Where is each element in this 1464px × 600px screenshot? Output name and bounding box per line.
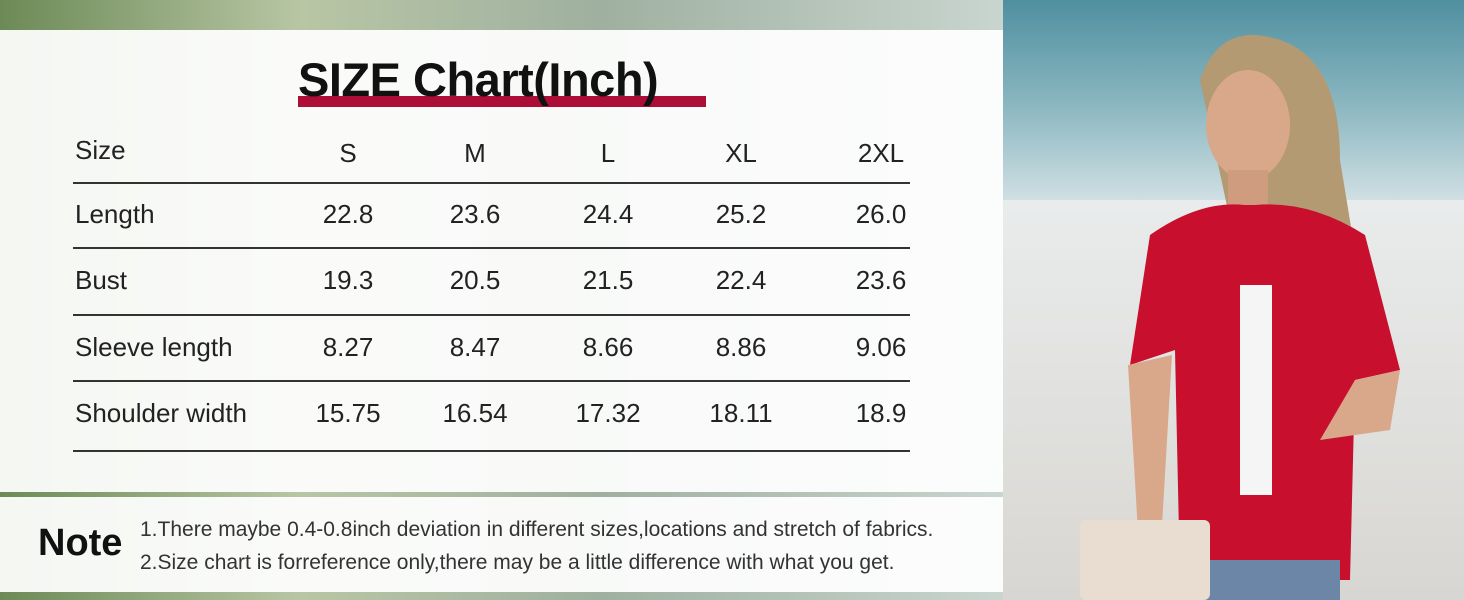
jeans [1200, 560, 1340, 600]
header-2xl: 2XL [857, 138, 905, 168]
table-cell: 17.32 [575, 398, 641, 428]
row-label: Shoulder width [75, 398, 247, 428]
clutch [1080, 520, 1210, 600]
table-cell: 15.75 [315, 398, 381, 428]
arm-left [1128, 355, 1172, 565]
model-photo [1080, 35, 1400, 600]
table-cell: 8.86 [715, 332, 767, 362]
note-panel [0, 497, 1003, 592]
table-cell: 23.6 [855, 265, 907, 295]
table-cell: 22.8 [322, 199, 374, 229]
table-cell: 22.4 [715, 265, 767, 295]
table-cell: 25.2 [715, 199, 767, 229]
table-cell: 8.47 [449, 332, 501, 362]
title-underline [298, 96, 706, 107]
table-cell: 8.66 [582, 332, 634, 362]
row-divider [73, 247, 910, 249]
table-cell: 20.5 [449, 265, 501, 295]
arm-right [1320, 370, 1400, 440]
row-label: Bust [75, 265, 128, 295]
row-divider [73, 314, 910, 316]
header-s: S [339, 138, 357, 168]
table-cell: 23.6 [449, 199, 501, 229]
header-m: M [464, 138, 486, 168]
size-chart-panel [0, 30, 1003, 492]
row-divider [73, 380, 910, 382]
table-cell: 18.9 [855, 398, 907, 428]
table-cell: 16.54 [442, 398, 508, 428]
table-cell: 19.3 [322, 265, 374, 295]
row-divider [73, 450, 910, 452]
table-cell: 24.4 [582, 199, 634, 229]
table-cell: 21.5 [582, 265, 634, 295]
inner-top [1240, 285, 1272, 495]
table-cell: 26.0 [855, 199, 907, 229]
table-cell: 18.11 [709, 398, 773, 428]
note-heading: Note [38, 522, 123, 564]
row-label: Length [75, 199, 155, 229]
header-size: Size [75, 135, 126, 165]
note-line-1: 1.There maybe 0.4-0.8inch deviation in d… [140, 518, 934, 541]
table-cell: 9.06 [855, 332, 907, 362]
header-xl: XL [725, 138, 757, 168]
note-line-2: 2.Size chart is forreference only,there … [140, 551, 895, 574]
row-label: Sleeve length [75, 332, 233, 362]
header-l: L [600, 138, 616, 168]
page-title: SIZE Chart(Inch) [298, 53, 659, 106]
table-cell: 8.27 [322, 332, 374, 362]
row-divider [73, 182, 910, 184]
face [1206, 70, 1290, 180]
